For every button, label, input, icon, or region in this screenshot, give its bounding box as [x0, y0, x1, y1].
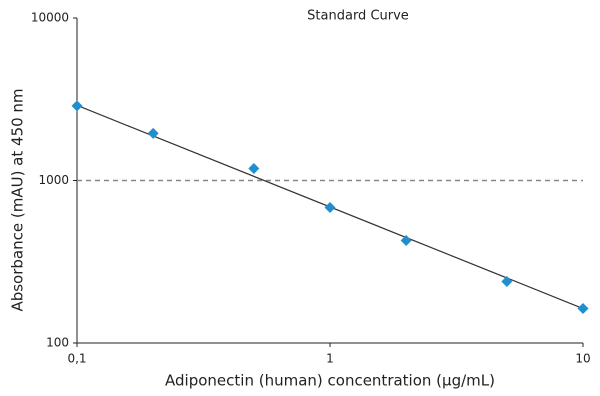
- data-point: [501, 276, 513, 288]
- y-tick-label: 1000: [38, 173, 69, 187]
- data-point: [147, 127, 159, 139]
- x-axis-label: Adiponectin (human) concentration (µg/mL…: [165, 372, 495, 390]
- x-tick-label: 1: [326, 352, 334, 366]
- data-point: [400, 235, 412, 247]
- x-tick-label: 0,1: [67, 352, 86, 366]
- x-tick-label: 10: [575, 352, 590, 366]
- data-point: [248, 163, 260, 175]
- data-point: [324, 202, 336, 214]
- chart-title: Standard Curve: [307, 9, 409, 24]
- y-axis-label: Absorbance (mAU) at 450 nm: [9, 88, 27, 311]
- y-tick-label: 100: [46, 336, 69, 350]
- y-tick-label: 10000: [31, 11, 69, 25]
- data-point: [577, 303, 589, 315]
- data-point: [71, 100, 83, 112]
